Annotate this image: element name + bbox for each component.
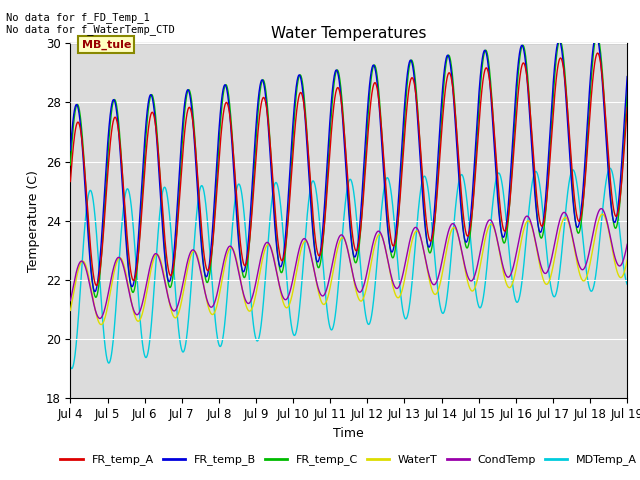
Text: MB_tule: MB_tule xyxy=(81,40,131,50)
Title: Water Temperatures: Water Temperatures xyxy=(271,25,426,41)
Text: No data for f_FD_Temp_1
No data for f_WaterTemp_CTD: No data for f_FD_Temp_1 No data for f_Wa… xyxy=(6,12,175,36)
X-axis label: Time: Time xyxy=(333,427,364,440)
Legend: FR_temp_A, FR_temp_B, FR_temp_C, WaterT, CondTemp, MDTemp_A: FR_temp_A, FR_temp_B, FR_temp_C, WaterT,… xyxy=(56,450,640,470)
Y-axis label: Temperature (C): Temperature (C) xyxy=(27,170,40,272)
